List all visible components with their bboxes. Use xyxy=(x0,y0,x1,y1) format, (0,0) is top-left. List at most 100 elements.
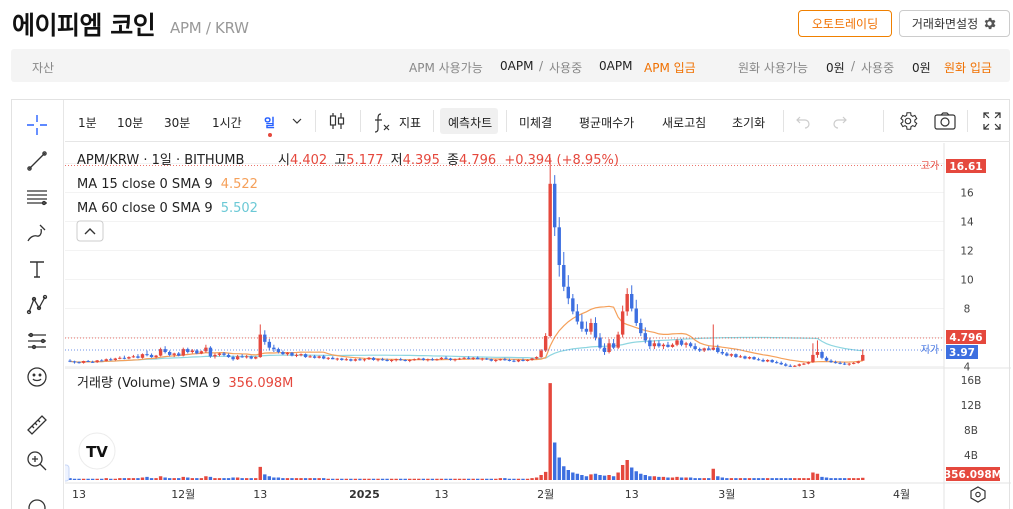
candle-layer xyxy=(68,157,865,367)
apm-deposit-link[interactable]: APM 입금 xyxy=(644,61,696,75)
smiley-icon[interactable] xyxy=(25,365,49,389)
legend-symbol: APM/KRW · 1일 · BITHUMB xyxy=(77,153,244,168)
candle-body xyxy=(616,334,620,348)
interval-1m[interactable]: 1분 xyxy=(78,116,97,130)
zoom-in-icon[interactable] xyxy=(25,449,49,473)
volume-bar xyxy=(435,478,439,480)
chevron-down-icon[interactable] xyxy=(291,115,303,127)
candle-body xyxy=(485,358,489,360)
candle-body xyxy=(349,359,353,361)
price-tick-label: 8 xyxy=(964,304,971,316)
candle-body xyxy=(145,354,149,356)
candle-body xyxy=(412,359,416,361)
candle-body xyxy=(630,294,634,309)
volume-bar xyxy=(847,478,851,480)
candle-body xyxy=(611,343,616,348)
volume-bar xyxy=(149,478,154,480)
volume-bar xyxy=(648,476,652,480)
reset-button[interactable]: 초기화 xyxy=(732,116,766,130)
candle-body xyxy=(634,308,638,323)
candle-body xyxy=(553,183,557,228)
crosshair-icon[interactable] xyxy=(25,113,49,137)
candle-body xyxy=(426,359,430,361)
volume-bar xyxy=(557,457,561,480)
fullscreen-icon[interactable] xyxy=(983,112,1001,130)
ruler-icon[interactable] xyxy=(25,413,49,437)
text-tool-icon[interactable] xyxy=(25,257,49,281)
indicator-icon[interactable] xyxy=(372,111,392,133)
redo-icon[interactable] xyxy=(832,113,848,129)
candle-body xyxy=(861,354,865,361)
legend-open: 4.402 xyxy=(290,153,327,168)
legend-volume: 거래량 (Volume) SMA 9 356.098M xyxy=(77,376,293,391)
volume-bar xyxy=(675,476,679,480)
interval-30m[interactable]: 30분 xyxy=(164,116,191,130)
volume-bar xyxy=(530,478,534,480)
volume-bar xyxy=(412,478,416,480)
trend-line-icon[interactable] xyxy=(25,149,49,173)
interval-day[interactable]: 일 xyxy=(264,116,276,130)
candle-body xyxy=(466,357,471,359)
apm-in-use-value: 0APM xyxy=(599,59,633,73)
volume-bar xyxy=(371,478,376,480)
volume-bar xyxy=(566,470,570,480)
volume-bar xyxy=(136,478,140,480)
volume-bar xyxy=(321,478,326,480)
indicator-button[interactable]: 지표 xyxy=(399,116,422,130)
screen-settings-button[interactable]: 거래화면설정 xyxy=(899,10,1010,37)
volume-bar xyxy=(217,478,222,480)
camera-icon[interactable] xyxy=(933,111,957,131)
candle-body xyxy=(720,352,725,354)
volume-bar xyxy=(299,478,303,480)
candle-body xyxy=(86,360,90,362)
prediction-chart-button[interactable]: 예측차트 xyxy=(448,116,493,130)
horizontal-lines-icon[interactable] xyxy=(25,185,49,209)
refresh-button[interactable]: 새로고침 xyxy=(662,116,707,130)
candle-body xyxy=(149,354,154,358)
candle-body xyxy=(249,356,253,359)
volume-bar xyxy=(77,478,81,480)
candle-body xyxy=(154,355,158,358)
page-title: 에이피엠 코인 xyxy=(12,11,156,40)
volume-bar xyxy=(697,478,702,480)
unfilled-button[interactable]: 미체결 xyxy=(519,116,553,130)
candle-body xyxy=(503,359,507,361)
krw-deposit-link[interactable]: 원화 입금 xyxy=(944,61,992,75)
volume-bar xyxy=(471,478,475,480)
volume-bar xyxy=(625,460,629,480)
candle-body xyxy=(643,333,648,341)
volume-bar xyxy=(811,472,815,480)
volume-bar xyxy=(688,477,693,480)
magnet-icon[interactable] xyxy=(25,496,49,509)
candle-body xyxy=(824,357,829,361)
volume-bar xyxy=(281,478,285,480)
candle-body xyxy=(276,349,281,352)
settings-gear-icon[interactable] xyxy=(897,110,919,132)
candle-body xyxy=(367,357,371,360)
candle-body xyxy=(127,357,131,359)
candle-body xyxy=(353,359,358,361)
interval-1h[interactable]: 1시간 xyxy=(212,116,242,130)
price-chart[interactable]: APM/KRW · 1일 · BITHUMB 시4.402 고5.177 저4.… xyxy=(65,143,1011,509)
pattern-icon[interactable] xyxy=(25,293,49,317)
projection-icon[interactable] xyxy=(25,329,49,353)
candle-body xyxy=(312,356,317,358)
avg-buy-price-button[interactable]: 평균매수가 xyxy=(579,116,635,130)
undo-icon[interactable] xyxy=(795,113,811,129)
brush-icon[interactable] xyxy=(25,221,49,245)
scroll-left-handle[interactable] xyxy=(65,464,70,482)
candle-body xyxy=(539,350,543,358)
auto-trading-button[interactable]: 오토트레이딩 xyxy=(798,10,892,37)
candle-body xyxy=(340,358,344,360)
candle-body xyxy=(362,359,367,361)
collapse-legend-button[interactable] xyxy=(76,220,104,242)
axis-settings-icon[interactable] xyxy=(970,486,986,503)
volume-bar xyxy=(398,478,403,480)
candle-body xyxy=(598,337,602,348)
candle-body xyxy=(335,358,339,360)
tradingview-logo[interactable]: TV xyxy=(78,432,116,470)
interval-10m[interactable]: 10분 xyxy=(117,116,144,130)
volume-bar xyxy=(485,478,489,480)
legend-ma15-value: 4.522 xyxy=(221,177,258,192)
candle-type-icon[interactable] xyxy=(327,111,347,131)
